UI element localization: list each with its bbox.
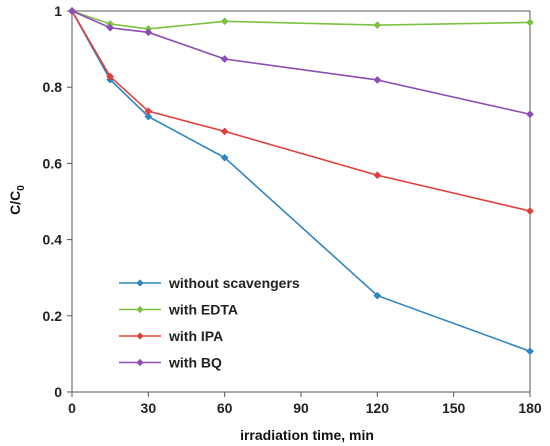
y-tick-label: 1 [54,3,62,19]
data-point [220,153,229,162]
data-point [526,207,534,215]
plot-series [68,7,534,356]
y-tick-label: 0.4 [43,232,63,248]
axes: 0 30 60 90 120 150 180 0 0.2 0.4 0.6 0.8 1 [43,3,542,416]
legend-label: with BQ [168,355,222,371]
legend-item: without scavengers [119,275,300,291]
legend-label: with IPA [168,328,223,344]
data-point [144,28,153,37]
y-tick-label: 0.6 [43,155,63,171]
legend-label: with EDTA [168,302,238,318]
data-point [220,55,229,63]
x-tick-label: 90 [293,400,309,416]
legend-swatch-marker [136,305,144,314]
series-0 [68,7,534,356]
series-line [71,10,531,30]
data-point [220,127,229,136]
x-tick-label: 0 [68,400,76,416]
y-axis-title: C/C0 [7,185,27,215]
data-point [373,76,382,84]
legend-item: with IPA [119,328,223,344]
data-point [526,347,534,356]
legend-item: with BQ [119,355,222,371]
y-tick-label: 0 [54,384,62,400]
legend-swatch-marker [136,358,144,367]
legend-swatch-marker [136,279,144,287]
series-3 [68,7,534,119]
series-line [71,10,531,352]
x-tick-label: 60 [217,400,233,416]
x-tick-label: 180 [518,400,542,416]
x-tick-label: 30 [141,400,157,416]
data-point [373,171,382,180]
legend-item: with EDTA [119,302,238,318]
y-tick-label: 0.2 [43,308,63,324]
series-line [71,10,531,116]
series-2 [68,7,534,215]
x-tick-label: 120 [366,400,390,416]
x-tick-label: 150 [442,400,466,416]
legend-swatch-marker [136,332,144,340]
y-tick-label: 0.8 [43,79,63,95]
data-point [68,7,76,15]
y-axis-title-subscript: 0 [16,185,27,191]
x-axis-title: irradiation time, min [240,427,374,443]
series-line [71,10,531,212]
data-point [106,23,115,32]
legend: without scavengers with EDTA with IPA with … [119,275,300,371]
data-point [144,112,153,121]
data-point [144,107,153,116]
data-point [373,21,382,30]
data-point [526,110,534,119]
data-point [373,291,382,300]
data-point [106,72,115,81]
data-point [220,17,229,26]
data-point [526,18,534,27]
legend-label: without scavengers [168,275,300,291]
y-axis-title-main: C/C [7,191,23,215]
